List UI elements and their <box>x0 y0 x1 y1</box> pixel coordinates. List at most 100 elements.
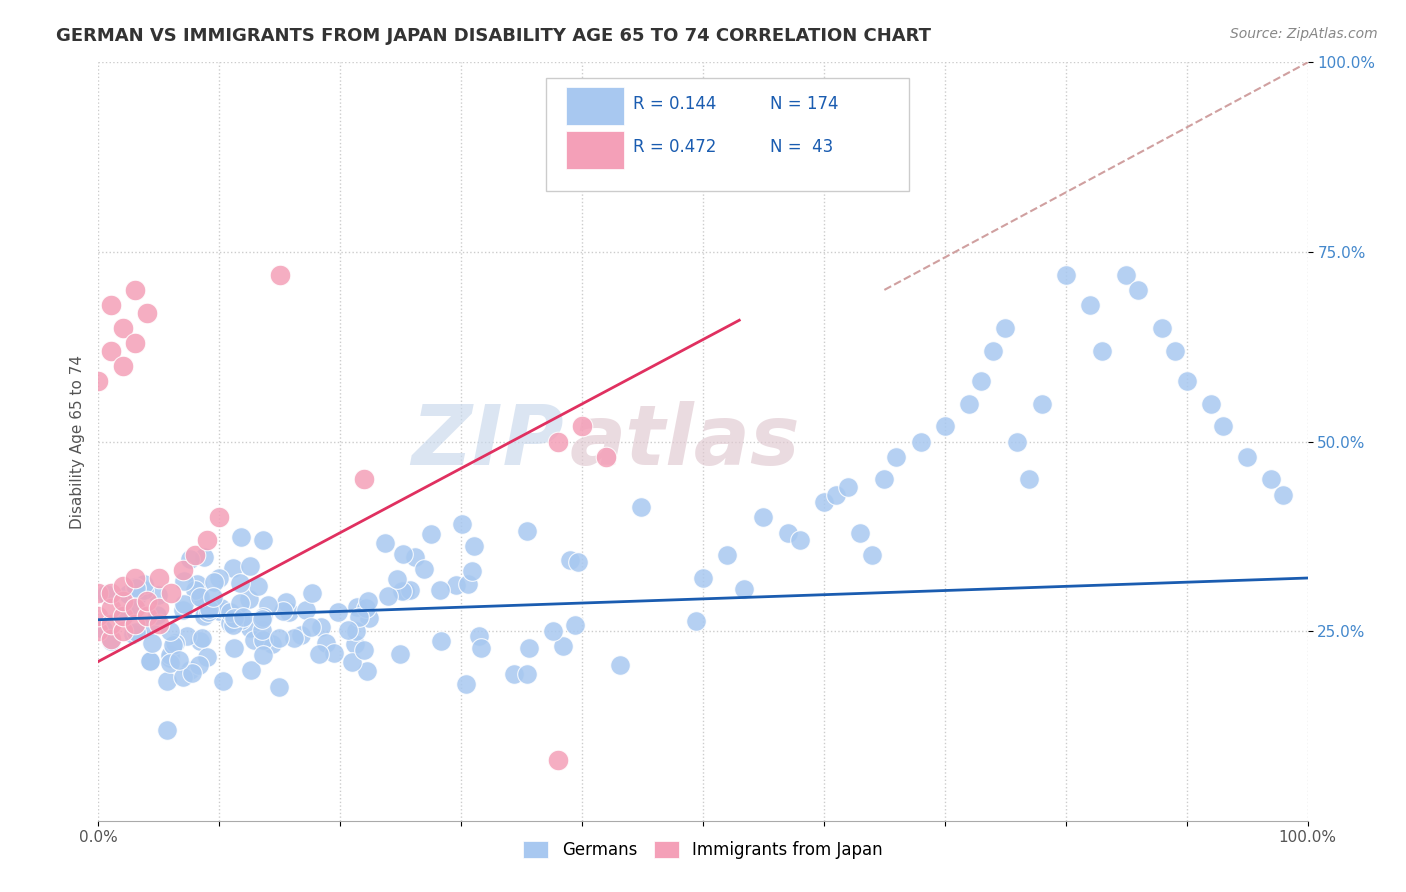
Point <box>860 548 883 563</box>
Text: atlas: atlas <box>569 401 800 482</box>
Point <box>957 396 980 410</box>
Point <box>752 510 775 524</box>
Point <box>111 359 134 373</box>
Point <box>117 587 139 601</box>
Point <box>257 598 280 612</box>
Point <box>222 611 245 625</box>
Point <box>176 629 198 643</box>
Point <box>100 632 122 646</box>
Text: N = 174: N = 174 <box>769 95 838 113</box>
Point <box>290 627 312 641</box>
Point <box>208 571 231 585</box>
Point <box>1163 343 1185 358</box>
Point <box>278 605 301 619</box>
Point <box>208 510 231 524</box>
Point <box>295 603 318 617</box>
Point <box>87 608 110 623</box>
Point <box>232 610 254 624</box>
Point <box>776 525 799 540</box>
Point <box>849 525 872 540</box>
Point <box>340 655 363 669</box>
Point <box>250 612 273 626</box>
Point <box>195 533 218 548</box>
Point <box>125 602 148 616</box>
Text: N =  43: N = 43 <box>769 138 832 156</box>
Point <box>357 594 380 608</box>
Point <box>172 603 194 617</box>
Point <box>179 552 201 566</box>
Point <box>391 583 413 598</box>
Point <box>269 680 291 694</box>
Point <box>134 583 156 598</box>
Point <box>343 637 366 651</box>
Point <box>159 624 181 638</box>
Point <box>188 590 211 604</box>
Point <box>209 601 232 615</box>
Point <box>87 624 110 639</box>
Point <box>127 589 149 603</box>
Point <box>135 594 157 608</box>
Point <box>353 473 375 487</box>
Point <box>516 524 538 538</box>
Point <box>219 605 242 619</box>
Point <box>283 631 305 645</box>
Point <box>124 335 146 350</box>
Point <box>873 473 896 487</box>
Point <box>357 610 380 624</box>
Point <box>202 575 225 590</box>
Point <box>252 533 274 548</box>
Point <box>195 649 218 664</box>
Point <box>1199 396 1222 410</box>
Point <box>1115 268 1137 282</box>
Point <box>388 647 411 661</box>
Point <box>541 624 564 638</box>
Point <box>685 615 707 629</box>
Point <box>346 624 368 638</box>
Text: R = 0.472: R = 0.472 <box>633 138 716 156</box>
Point <box>571 419 593 434</box>
Point <box>910 434 932 449</box>
Point <box>111 608 134 623</box>
Text: ZIP: ZIP <box>412 401 564 482</box>
Point <box>269 268 291 282</box>
Point <box>229 613 252 627</box>
Point <box>159 648 181 662</box>
Point <box>733 582 755 597</box>
Point <box>148 616 170 631</box>
Point <box>1175 374 1198 388</box>
Point <box>124 580 146 594</box>
Point <box>141 636 163 650</box>
FancyBboxPatch shape <box>567 130 624 169</box>
Point <box>336 623 359 637</box>
Point <box>346 600 368 615</box>
Point <box>560 553 582 567</box>
Point <box>356 665 378 679</box>
Point <box>353 643 375 657</box>
Point <box>1272 487 1295 501</box>
Point <box>87 374 110 388</box>
Point <box>111 579 134 593</box>
Point <box>160 586 183 600</box>
Point <box>146 608 169 623</box>
Point <box>934 419 956 434</box>
Point <box>825 487 848 501</box>
Point <box>184 548 207 563</box>
Point <box>197 605 219 619</box>
Point <box>187 590 209 604</box>
Point <box>181 665 204 680</box>
Point <box>301 586 323 600</box>
Point <box>716 548 738 563</box>
Point <box>252 623 274 637</box>
Point <box>156 723 179 737</box>
Point <box>122 626 145 640</box>
Point <box>221 618 243 632</box>
Point <box>172 670 194 684</box>
Legend: Germans, Immigrants from Japan: Germans, Immigrants from Japan <box>516 834 890 865</box>
Point <box>354 601 377 615</box>
Point <box>461 564 484 578</box>
Point <box>162 638 184 652</box>
Point <box>145 609 167 624</box>
Point <box>125 581 148 595</box>
Point <box>315 636 337 650</box>
Point <box>595 450 617 464</box>
